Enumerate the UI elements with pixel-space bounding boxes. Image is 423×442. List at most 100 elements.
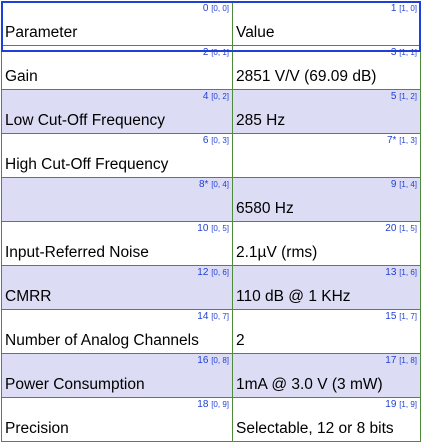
cell-index-label: 20 [1, 5]	[385, 223, 417, 234]
value-cell: 1 [1, 0] Value	[232, 1, 421, 46]
cell-index-label: 12 [0, 6]	[197, 267, 229, 278]
cell-index-position: [1, 1]	[399, 48, 417, 57]
cell-index-position: [0, 1]	[211, 48, 229, 57]
table-row: 8* [0, 4] 9 [1, 4] 6580 Hz	[1, 177, 421, 222]
cell-index-number: 5	[390, 91, 397, 102]
cell-index-position: [1, 2]	[399, 92, 417, 101]
cell-index-position: [1, 7]	[399, 312, 417, 321]
value-text	[233, 155, 420, 177]
cell-index-label: 13 [1, 6]	[385, 267, 417, 278]
parameter-text	[2, 199, 232, 221]
cell-index-position: [0, 0]	[211, 4, 229, 13]
parameter-text: Precision	[5, 420, 69, 437]
cell-index-position: [1, 5]	[399, 224, 417, 233]
parameter-cell: 14 [0, 7] Number of Analog Channels	[1, 309, 233, 354]
parameter-cell: 4 [0, 2] Low Cut-Off Frequency	[1, 89, 233, 134]
cell-index-position: [1, 6]	[399, 268, 417, 277]
value-text: 2	[236, 332, 245, 349]
parameter-cell: 2 [0, 1] Gain	[1, 45, 233, 90]
cell-index-label: 6 [0, 3]	[203, 135, 229, 146]
cell-index-label: 8* [0, 4]	[199, 179, 229, 190]
parameter-text: CMRR	[5, 288, 52, 305]
parameter-cell: 10 [0, 5] Input-Referred Noise	[1, 221, 233, 266]
value-cell: 19 [1, 9] Selectable, 12 or 8 bits	[232, 397, 421, 442]
cell-index-number: 1	[390, 3, 397, 14]
cell-index-label: 14 [0, 7]	[197, 311, 229, 322]
cell-index-position: [1, 4]	[399, 180, 417, 189]
parameter-cell: 18 [0, 9] Precision	[1, 397, 233, 442]
value-cell: 9 [1, 4] 6580 Hz	[232, 177, 421, 222]
value-cell: 17 [1, 8] 1mA @ 3.0 V (3 mW)	[232, 353, 421, 398]
cell-index-position: [0, 2]	[211, 92, 229, 101]
value-text: 110 dB @ 1 KHz	[236, 288, 351, 305]
parameter-text: Low Cut-Off Frequency	[5, 112, 165, 129]
table-row: 14 [0, 7] Number of Analog Channels 15 [1,…	[1, 309, 421, 354]
cell-index-number: 7*	[386, 135, 397, 146]
cell-index-number: 20	[385, 223, 397, 234]
cell-index-position: [1, 3]	[399, 136, 417, 145]
cell-index-label: 19 [1, 9]	[385, 399, 417, 410]
value-cell: 15 [1, 7] 2	[232, 309, 421, 354]
cell-index-number: 2	[202, 47, 209, 58]
cell-index-position: [0, 4]	[211, 180, 229, 189]
cell-index-number: 8*	[198, 179, 209, 190]
value-cell: 7* [1, 3]	[232, 133, 421, 178]
cell-index-number: 16	[197, 355, 209, 366]
parameter-text: Power Consumption	[5, 376, 145, 393]
header-row: 0 [0, 0] Parameter 1 [1, 0] Value	[1, 1, 421, 46]
cell-index-label: 16 [0, 8]	[197, 355, 229, 366]
cell-index-label: 3 [1, 1]	[391, 47, 417, 58]
cell-index-label: 5 [1, 2]	[391, 91, 417, 102]
table-row: 18 [0, 9] Precision 19 [1, 9] Selectable, 1…	[1, 397, 421, 442]
cell-index-number: 15	[385, 311, 397, 322]
cell-index-label: 7* [1, 3]	[387, 135, 417, 146]
table-row: 12 [0, 6] CMRR 13 [1, 6] 110 dB @ 1 KHz	[1, 265, 421, 310]
table-row: 2 [0, 1] Gain 3 [1, 1] 2851 V/V (69.09 dB)	[1, 45, 421, 90]
cell-index-position: [1, 9]	[399, 400, 417, 409]
cell-index-number: 3	[390, 47, 397, 58]
cell-index-number: 4	[202, 91, 209, 102]
cell-index-label: 1 [1, 0]	[391, 3, 417, 14]
cell-index-number: 14	[197, 311, 209, 322]
parameter-cell: 16 [0, 8] Power Consumption	[1, 353, 233, 398]
value-text: 2851 V/V (69.09 dB)	[236, 68, 377, 85]
parameter-cell: 12 [0, 6] CMRR	[1, 265, 233, 310]
parameter-cell: 8* [0, 4]	[1, 177, 233, 222]
cell-index-position: [1, 0]	[399, 4, 417, 13]
value-text: Value	[236, 24, 275, 41]
parameter-text: High Cut-Off Frequency	[5, 156, 169, 173]
cell-index-number: 17	[385, 355, 397, 366]
cell-index-label: 15 [1, 7]	[385, 311, 417, 322]
cell-index-position: [0, 7]	[211, 312, 229, 321]
cell-index-position: [0, 6]	[211, 268, 229, 277]
cell-index-number: 13	[385, 267, 397, 278]
value-text: 1mA @ 3.0 V (3 mW)	[236, 376, 383, 393]
value-text: 6580 Hz	[236, 200, 294, 217]
value-cell: 3 [1, 1] 2851 V/V (69.09 dB)	[232, 45, 421, 90]
cell-index-position: [0, 5]	[211, 224, 229, 233]
value-cell: 20 [1, 5] 2.1µV (rms)	[232, 221, 421, 266]
cell-index-label: 17 [1, 8]	[385, 355, 417, 366]
cell-index-number: 19	[385, 399, 397, 410]
parameter-text: Parameter	[5, 24, 78, 41]
table-row: 4 [0, 2] Low Cut-Off Frequency 5 [1, 2] 285…	[1, 89, 421, 134]
parameter-text: Number of Analog Channels	[5, 332, 199, 349]
table-row: 16 [0, 8] Power Consumption 17 [1, 8] 1mA @…	[1, 353, 421, 398]
cell-index-label: 0 [0, 0]	[203, 3, 229, 14]
table-row: 6 [0, 3] High Cut-Off Frequency 7* [1, 3]	[1, 133, 421, 178]
parameter-text: Input-Referred Noise	[5, 244, 149, 261]
cell-index-number: 0	[202, 3, 209, 14]
cell-index-label: 9 [1, 4]	[391, 179, 417, 190]
parameter-cell: 0 [0, 0] Parameter	[1, 1, 233, 46]
cell-index-number: 18	[197, 399, 209, 410]
cell-index-position: [1, 8]	[399, 356, 417, 365]
cell-index-label: 2 [0, 1]	[203, 47, 229, 58]
cell-index-number: 12	[197, 267, 209, 278]
value-text: 285 Hz	[236, 112, 286, 129]
value-cell: 13 [1, 6] 110 dB @ 1 KHz	[232, 265, 421, 310]
cell-index-label: 10 [0, 5]	[197, 223, 229, 234]
value-text: Selectable, 12 or 8 bits	[236, 420, 394, 437]
value-text: 2.1µV (rms)	[236, 244, 318, 261]
